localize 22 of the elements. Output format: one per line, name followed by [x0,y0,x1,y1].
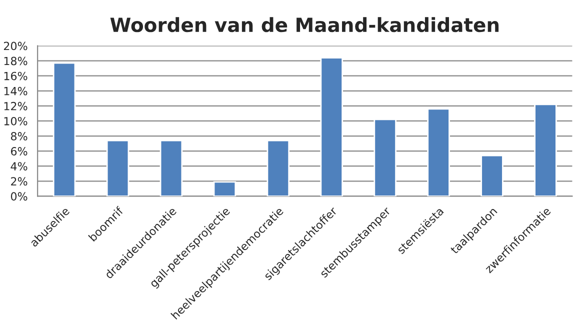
y-tick-label: 12% [4,102,28,110]
y-tick-label: 14% [4,86,28,96]
y-tick-label: 8% [10,132,28,140]
bar [160,140,183,196]
bar [320,57,344,196]
chart-title: Woorden van de Maand-kandidaten [110,17,499,32]
bar [106,140,130,196]
bar [374,118,396,196]
y-tick-label: 20% [4,42,28,50]
y-tick-label: 4% [10,162,28,170]
y-tick-label: 18% [4,56,28,66]
bar [52,62,76,196]
bar [534,104,557,196]
bar [480,154,504,196]
y-tick-label: 6% [10,147,28,156]
bar [427,108,450,196]
bar [266,140,290,196]
y-tick-label: 0% [10,192,28,201]
y-tick-label: 10% [4,116,28,126]
y-tick-label: 16% [4,72,28,80]
bar [213,181,236,196]
y-tick-label: 2% [11,177,28,186]
